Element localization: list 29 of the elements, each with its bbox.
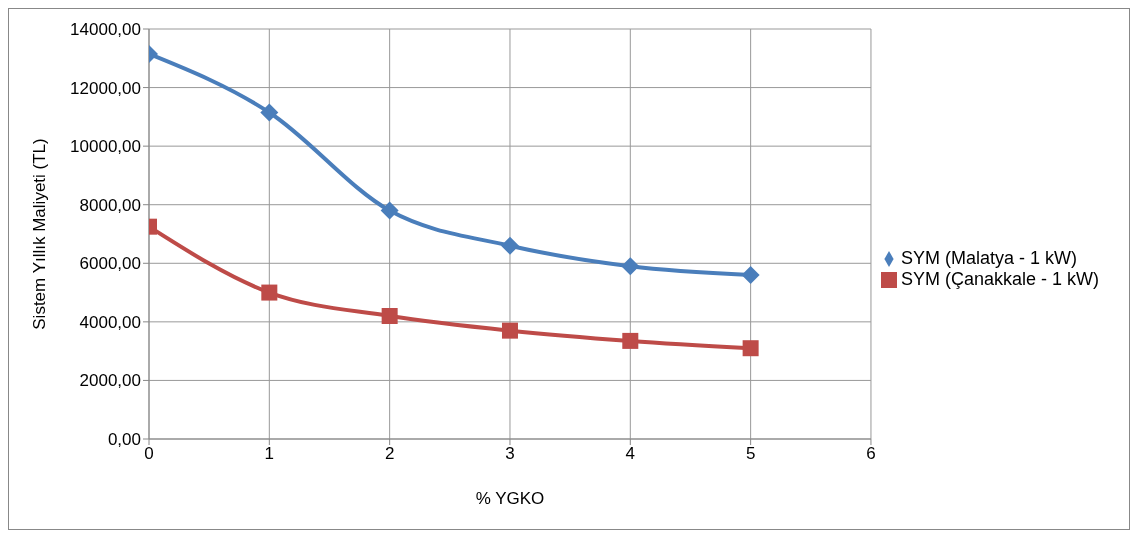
y-tick-label: 8000,00 <box>79 195 141 215</box>
x-axis-title: % YGKO <box>475 489 545 508</box>
x-tick-label: 2 <box>384 444 395 464</box>
point <box>621 257 640 276</box>
y-tick-label: 6000,00 <box>79 254 141 274</box>
x-tick-label: 6 <box>866 444 876 464</box>
point <box>501 322 518 339</box>
point <box>261 284 278 301</box>
y-tick-label: 14000,00 <box>70 20 141 40</box>
point <box>622 332 639 349</box>
x-tick-label: 1 <box>264 444 275 464</box>
legend-label: SYM (Çanakkale - 1 kW) <box>900 269 1099 289</box>
legend-label: SYM (Malatya - 1 kW) <box>900 248 1077 268</box>
point <box>741 266 760 284</box>
point <box>742 340 759 357</box>
y-axis-title: Sistem Yıllık Maliyeti (TL) <box>30 138 50 330</box>
y-tick-label: 0,00 <box>107 430 141 450</box>
y-tick-label: 2000,00 <box>79 371 141 391</box>
x-tick-label: 4 <box>625 444 636 464</box>
x-tick-label: 3 <box>505 444 515 464</box>
y-tick-label: 4000,00 <box>79 312 141 332</box>
point <box>380 201 399 220</box>
x-tick-label: 5 <box>745 444 756 464</box>
y-tick-label: 10000,00 <box>70 137 141 157</box>
point <box>500 236 519 255</box>
x-tick-label: 0 <box>144 444 154 464</box>
point <box>381 308 398 324</box>
point <box>260 103 279 122</box>
y-tick-label: 12000,00 <box>70 78 141 98</box>
